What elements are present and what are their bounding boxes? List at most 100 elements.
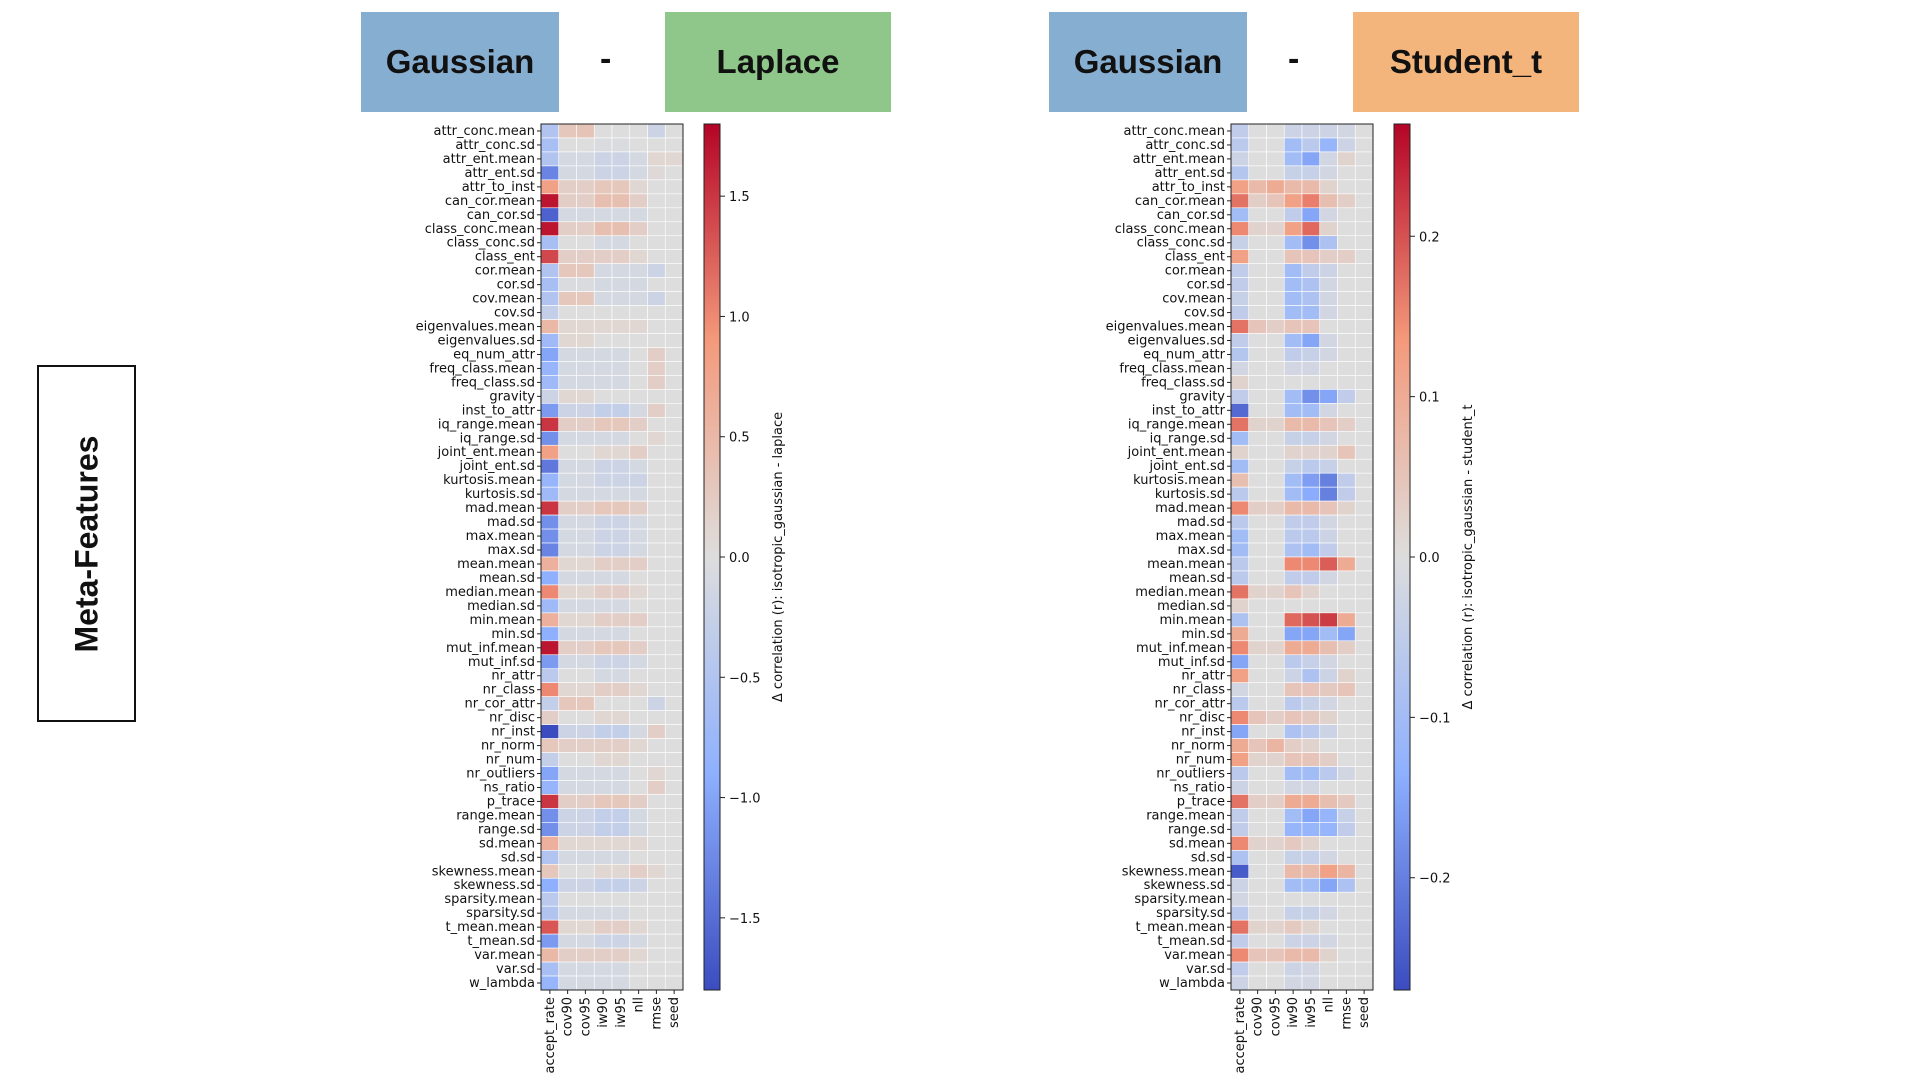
heatmap-cell xyxy=(576,472,595,488)
heatmap-cell xyxy=(593,472,613,488)
heatmap-cell xyxy=(629,598,648,614)
heatmap-cell xyxy=(576,193,595,209)
heatmap-cell xyxy=(593,361,613,376)
row-label: inst_to_attr xyxy=(462,403,536,418)
heatmap-frame xyxy=(540,123,684,991)
heatmap-cell xyxy=(611,444,631,460)
row-label: kurtosis.sd xyxy=(465,487,535,502)
heatmap-cell xyxy=(576,626,595,642)
row-label: max.sd xyxy=(488,543,535,558)
heatmap-cell xyxy=(576,277,595,292)
heatmap-cell xyxy=(611,640,631,656)
heatmap-cell xyxy=(576,975,595,991)
heatmap-cell xyxy=(664,780,684,795)
row-label: iq_range.sd xyxy=(460,431,535,446)
heatmap-cell xyxy=(593,612,613,628)
heatmap-cell xyxy=(611,277,631,292)
heatmap-cell xyxy=(558,975,577,991)
heatmap-cell xyxy=(540,975,560,991)
heatmap-cell xyxy=(540,626,560,642)
heatmap-cell xyxy=(558,668,577,684)
heatmap-cell xyxy=(629,347,648,362)
heatmap-cell xyxy=(664,151,684,167)
heatmap-cell xyxy=(647,598,666,614)
row-label: class_conc.sd xyxy=(447,236,535,251)
heatmap-cell xyxy=(576,738,595,753)
heatmap-cell xyxy=(576,235,595,251)
heatmap-cell xyxy=(664,584,684,600)
heatmap-cell xyxy=(629,891,648,907)
heatmap-cell xyxy=(558,165,577,181)
colorbar xyxy=(703,123,721,991)
row-label: joint_ent.sd xyxy=(458,459,535,474)
heatmap-cell xyxy=(629,654,648,670)
row-label: gravity xyxy=(489,389,535,404)
heatmap-cell xyxy=(629,403,648,418)
heatmap-cell xyxy=(629,738,648,753)
heatmap-cell xyxy=(593,486,613,502)
heatmap-cell xyxy=(540,263,560,278)
heatmap-cell xyxy=(593,542,613,558)
heatmap-cell xyxy=(558,836,577,851)
heatmap-cell xyxy=(593,375,613,390)
heatmap-cell xyxy=(611,598,631,614)
heatmap-cell xyxy=(593,556,613,572)
column-label: accept_rate xyxy=(543,997,558,1074)
heatmap-cell xyxy=(611,794,631,809)
heatmap-cell xyxy=(558,430,577,446)
heatmap-cell xyxy=(664,263,684,278)
heatmap-cell xyxy=(540,458,560,474)
heatmap-cell xyxy=(664,891,684,907)
heatmap-cell xyxy=(558,752,577,767)
heatmap-cell xyxy=(558,417,577,432)
heatmap-cell xyxy=(558,347,577,362)
heatmap-cell xyxy=(540,403,560,418)
heatmap-cell xyxy=(664,808,684,823)
heatmap-cells xyxy=(540,123,684,991)
heatmap-cell xyxy=(558,850,577,865)
heatmap-cell xyxy=(664,905,684,921)
heatmap-cell xyxy=(647,654,666,670)
row-label: cov.mean xyxy=(472,292,535,307)
heatmap-cell xyxy=(611,514,631,530)
heatmap-cell xyxy=(593,263,613,278)
heatmap-cell xyxy=(540,165,560,181)
heatmap-cell xyxy=(664,500,684,516)
heatmap-cell xyxy=(629,863,648,879)
heatmap-cell xyxy=(611,430,631,446)
heatmap-cell xyxy=(593,794,613,809)
heatmap-cell xyxy=(664,417,684,432)
heatmap-cell xyxy=(576,528,595,544)
heatmap-cell xyxy=(593,863,613,879)
heatmap-cell xyxy=(558,933,577,949)
heatmap-cell xyxy=(593,850,613,865)
heatmap-cell xyxy=(593,808,613,823)
heatmap-cell xyxy=(647,528,666,544)
heatmap-cell xyxy=(576,584,595,600)
heatmap-cell xyxy=(540,542,560,558)
heatmap-cell xyxy=(540,863,560,879)
row-label: mut_inf.sd xyxy=(468,655,535,670)
heatmap-cell xyxy=(611,696,631,711)
heatmap-cell xyxy=(558,822,577,837)
heatmap-cell xyxy=(629,710,648,725)
heatmap-cell xyxy=(647,221,666,237)
row-label: mad.mean xyxy=(465,501,535,516)
heatmap-cell xyxy=(593,668,613,684)
heatmap-cell xyxy=(611,975,631,991)
colorbar-tick-label: −1.5 xyxy=(729,912,761,927)
column-label: cov90 xyxy=(561,997,576,1036)
heatmap-cell xyxy=(558,724,577,739)
panel1-header-laplace: Laplace xyxy=(665,12,891,112)
heatmap-cell xyxy=(647,919,666,935)
heatmap-cell xyxy=(540,738,560,753)
heatmap-cell xyxy=(664,947,684,963)
heatmap-cell xyxy=(576,151,595,167)
row-label: nr_attr xyxy=(491,669,535,684)
heatmap-cell xyxy=(540,919,560,935)
heatmap-cell xyxy=(629,975,648,991)
row-label: t_mean.mean xyxy=(446,920,535,935)
heatmap-cell xyxy=(593,277,613,292)
heatmap-cell xyxy=(540,389,560,404)
heatmap-cell xyxy=(540,612,560,628)
